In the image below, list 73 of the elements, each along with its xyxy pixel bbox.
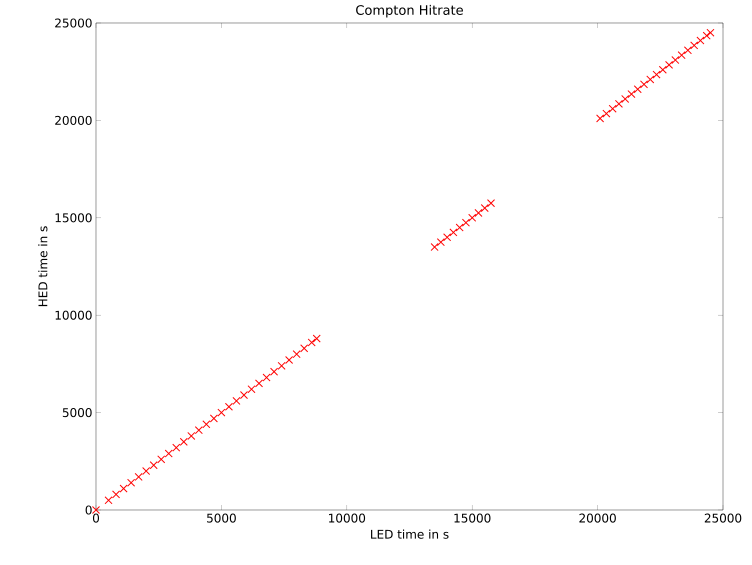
point [646,75,654,84]
point [104,496,113,504]
point [172,444,180,452]
point [706,28,715,37]
point [678,51,686,60]
point [614,100,623,108]
point [684,46,692,54]
point [602,110,610,118]
point [430,242,439,252]
point [480,204,489,212]
point [658,66,667,74]
point [468,214,476,222]
y-tick-label: 10000 [56,310,92,320]
x-tick-label: 10000 [329,514,366,523]
point [187,432,196,440]
point [180,438,188,446]
point [462,218,470,227]
x-axis-title: LED time in s [371,529,449,539]
point [486,199,496,208]
point [474,208,483,217]
y-tick-label: 25000 [55,18,92,28]
point [285,356,294,364]
point [702,32,711,40]
x-tick-label: 5000 [207,514,236,523]
point [449,228,458,236]
point [671,56,680,64]
y-tick-label: 5000 [62,408,92,418]
chart-title: Compton Hitrate [356,4,463,18]
point [634,85,642,94]
point [596,114,604,122]
point [621,94,630,104]
point [627,90,636,98]
point [456,224,464,232]
x-tick-label: 0 [92,514,100,523]
point [164,449,173,458]
point [217,408,226,417]
point [224,402,233,411]
point [210,414,218,422]
point [202,420,210,428]
point [194,426,203,434]
point [665,60,674,69]
point [232,396,240,405]
y-tick-label: 15000 [56,213,92,222]
point [690,41,698,50]
point [134,472,143,481]
y-tick-label: 20000 [55,116,92,125]
point [157,455,166,464]
x-tick-label: 20000 [579,514,616,523]
point [696,36,704,45]
point [270,368,278,376]
y-tick-label: 0 [86,505,92,515]
point [300,344,308,352]
point [443,233,452,242]
point [608,104,617,113]
point [312,334,321,343]
point [278,362,286,370]
x-tick-label: 25000 [704,514,742,523]
point [652,70,661,79]
point [308,338,316,347]
point [240,391,248,400]
point [292,350,301,358]
point [262,374,271,382]
point [254,379,264,388]
point [112,490,120,498]
point [640,80,648,88]
y-axis-title: HED time in s [38,226,48,306]
x-tick-label: 15000 [454,514,490,523]
point [120,484,128,493]
point [142,467,150,476]
point [436,238,445,246]
point [247,385,256,394]
point [150,461,158,470]
point [127,478,136,487]
